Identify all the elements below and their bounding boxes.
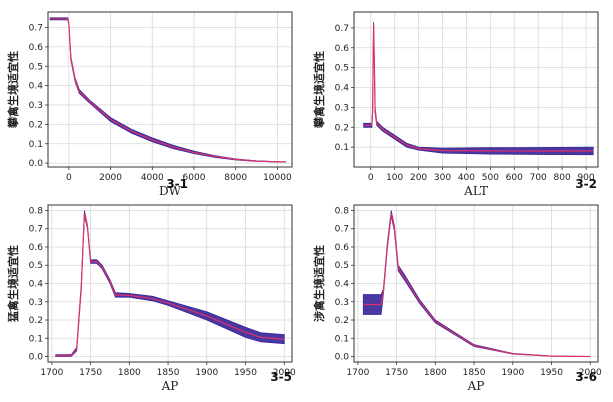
x-tick-label: 1850: [157, 368, 180, 378]
y-axis-label: 攀禽生境适宜性: [6, 51, 20, 129]
y-tick-label: 0.6: [29, 43, 44, 53]
x-tick-label: 4000: [141, 173, 164, 183]
y-tick-label: 0.4: [335, 280, 350, 290]
x-tick-label: 1800: [424, 368, 447, 378]
x-axis-label: DW: [159, 184, 182, 198]
y-tick-label: 0.1: [335, 143, 349, 153]
y-tick-label: 0.0: [335, 353, 350, 363]
x-tick-label: 1800: [118, 368, 141, 378]
x-tick-label: 300: [434, 173, 451, 183]
y-tick-label: 0.5: [29, 261, 43, 271]
y-tick-label: 0.7: [29, 225, 43, 235]
series-mean-line-3-5: [55, 213, 285, 357]
y-tick-label: 0.6: [335, 44, 350, 54]
series-mean-line-3-1: [50, 18, 286, 163]
y-tick-label: 0.4: [335, 84, 350, 94]
y-tick-label: 0.5: [335, 261, 349, 271]
y-tick-label: 0.4: [29, 280, 44, 290]
x-tick-label: 1750: [79, 368, 102, 378]
y-tick-label: 0.7: [335, 225, 349, 235]
y-axis-label: 攀禽生境适宜性: [312, 51, 326, 129]
y-tick-label: 0.8: [335, 206, 350, 216]
chart-panel-3-1: 0 2000 4000 6000 8000 10000 0.0 0.1 0.2 0.3 0.4 0.5…: [6, 11, 293, 198]
x-tick-label: 10000: [263, 173, 292, 183]
x-tick-label: 1750: [385, 368, 408, 378]
x-tick-label: 700: [530, 173, 547, 183]
x-tick-label: 400: [458, 173, 475, 183]
x-tick-label: 1900: [501, 368, 524, 378]
y-tick-label: 0.6: [29, 243, 44, 253]
panel-id-label: 3-2: [575, 177, 597, 191]
x-tick-label: 800: [554, 173, 571, 183]
y-tick-label: 0.7: [29, 24, 43, 34]
y-tick-label: 0.3: [29, 101, 43, 111]
y-tick-label: 0.3: [335, 298, 349, 308]
y-tick-label: 0.3: [335, 103, 349, 113]
y-tick-label: 0.1: [29, 140, 43, 150]
x-tick-label: 8000: [224, 173, 247, 183]
y-tick-label: 0.4: [29, 82, 44, 92]
chart-panel-3-2: 0 100 200 300 400 500 600 700 800 900 0.1 0.2 0.3 0.4…: [312, 11, 599, 198]
x-tick-label: 1700: [40, 368, 63, 378]
y-axis-label: 涉禽生境适宜性: [312, 245, 326, 322]
chart-panel-3-5: 1700 1750 1800 1850 1900 1950 2000 0.0 0.1 0.2 0.3…: [6, 204, 296, 393]
panel-id-label: 3-1: [166, 177, 188, 191]
x-tick-label: 1900: [195, 368, 218, 378]
x-tick-label: 2000: [99, 173, 122, 183]
x-axis-label: AP: [161, 379, 179, 393]
series-band-3-2: [363, 21, 594, 156]
chart-panel-3-6: 1700 1750 1800 1850 1900 1950 2000 0.0 0.1 0.2 0.3…: [312, 204, 602, 393]
plot-frame: [47, 11, 293, 168]
series-mean-line-3-6: [363, 213, 591, 358]
x-tick-label: 600: [506, 173, 523, 183]
x-tick-label: 100: [386, 173, 403, 183]
y-tick-label: 0.3: [29, 298, 43, 308]
y-tick-label: 0.1: [335, 334, 349, 344]
y-axis-label: 猛禽生境适宜性: [6, 245, 20, 323]
x-tick-label: 500: [482, 173, 499, 183]
y-tick-label: 0.2: [29, 120, 43, 130]
x-tick-label: 6000: [183, 173, 206, 183]
y-tick-label: 0.0: [29, 353, 44, 363]
y-tick-label: 0.5: [29, 62, 43, 72]
x-tick-label: 1950: [234, 368, 257, 378]
y-tick-label: 0.1: [29, 334, 43, 344]
series-mean-line-3-2: [363, 24, 594, 152]
plot-frame: [47, 204, 293, 363]
x-tick-label: 0: [66, 173, 72, 183]
y-tick-label: 0.2: [29, 316, 43, 326]
x-tick-label: 1850: [463, 368, 486, 378]
x-axis-label: AP: [467, 379, 485, 393]
x-tick-label: 200: [410, 173, 427, 183]
series-band-3-1: [49, 17, 287, 163]
x-axis-label: ALT: [463, 184, 488, 198]
panel-id-label: 3-5: [270, 370, 292, 384]
x-tick-label: 900: [577, 173, 594, 183]
x-tick-label: 0: [368, 173, 374, 183]
y-tick-label: 0.2: [335, 316, 349, 326]
y-tick-label: 0.5: [335, 64, 349, 74]
x-tick-label: 1700: [346, 368, 369, 378]
panel-id-label: 3-6: [575, 370, 597, 384]
y-tick-label: 0.0: [29, 159, 44, 169]
y-tick-label: 0.8: [29, 206, 44, 216]
x-tick-label: 1950: [540, 368, 563, 378]
y-tick-label: 0.2: [335, 123, 349, 133]
plot-frame: [353, 11, 599, 168]
plot-frame: [353, 204, 599, 363]
x-tick-label: 2000: [579, 368, 602, 378]
y-tick-label: 0.7: [335, 24, 349, 34]
x-tick-label: 2000: [273, 368, 296, 378]
y-tick-label: 0.6: [335, 243, 350, 253]
